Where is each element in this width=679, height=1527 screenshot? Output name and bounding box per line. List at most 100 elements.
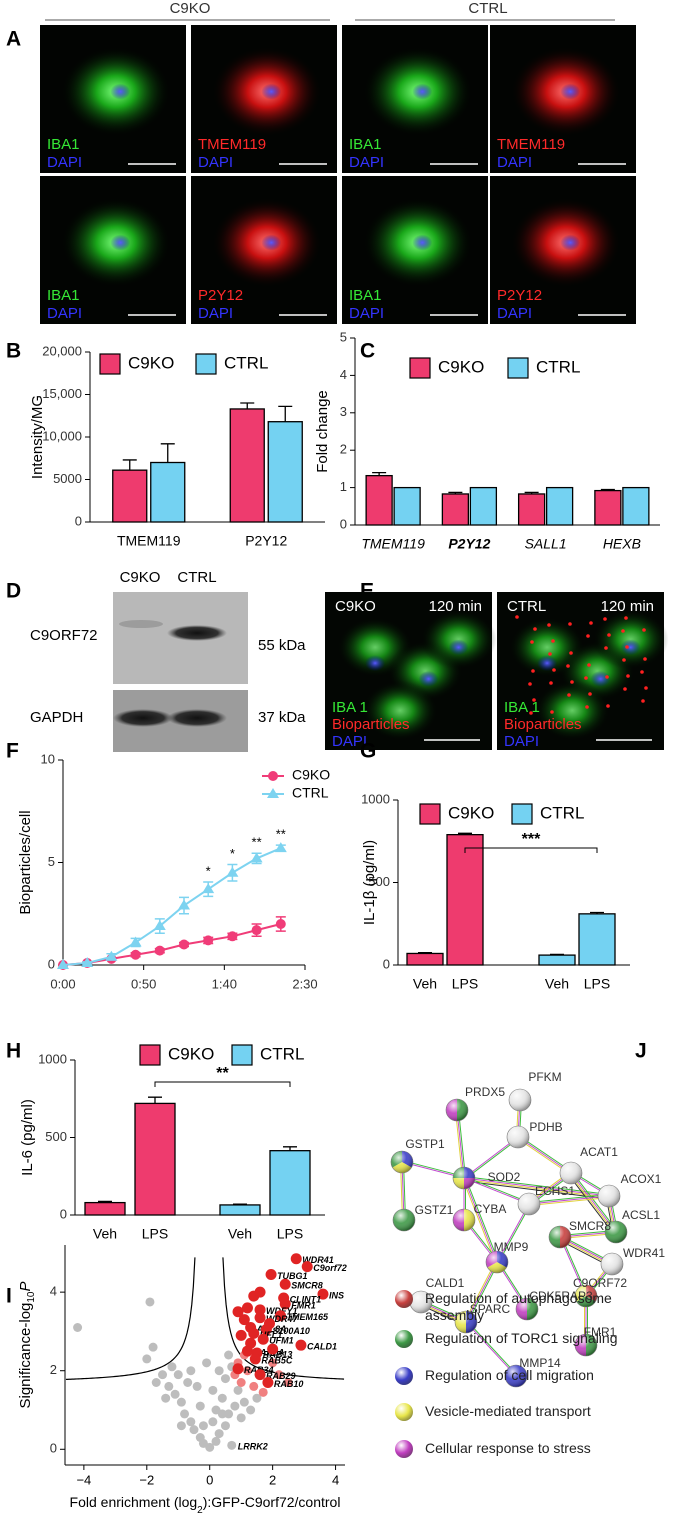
particle bbox=[604, 646, 608, 650]
y-tick-label: 0 bbox=[60, 1206, 67, 1221]
panel-letter: F bbox=[6, 740, 19, 763]
point bbox=[254, 1369, 266, 1381]
marker bbox=[268, 771, 278, 781]
network-node bbox=[452, 1166, 476, 1190]
x-tick-label: Veh bbox=[93, 1226, 117, 1242]
marker bbox=[178, 899, 190, 910]
x-tick-label: HEXB bbox=[603, 536, 641, 552]
legend-label: Regulation of autophagosome assembly bbox=[425, 1290, 612, 1323]
channel-label: P2Y12 bbox=[497, 287, 542, 304]
network-edge bbox=[463, 1136, 519, 1179]
node-shine bbox=[574, 1333, 598, 1357]
bar bbox=[469, 486, 498, 526]
channel-label: IBA1 bbox=[47, 136, 80, 153]
point-label: WDR47 bbox=[266, 1314, 298, 1324]
network-node bbox=[485, 1250, 509, 1274]
particle bbox=[515, 615, 519, 619]
y-tick-label: 15,000 bbox=[42, 386, 82, 401]
x-tick-label: 0 bbox=[206, 1472, 213, 1487]
particle bbox=[606, 704, 610, 708]
marker bbox=[105, 950, 118, 961]
point bbox=[232, 1306, 244, 1318]
nucleus bbox=[110, 83, 131, 100]
channel-label: DAPI bbox=[198, 305, 233, 322]
x-tick-label: 0:00 bbox=[50, 976, 75, 991]
point bbox=[205, 1442, 215, 1452]
particle bbox=[584, 676, 588, 680]
legend-label: C9KO bbox=[448, 803, 494, 822]
particle bbox=[567, 693, 571, 697]
channel-label: IBA 1 bbox=[504, 699, 540, 716]
particle bbox=[548, 652, 552, 656]
blot-band bbox=[113, 709, 173, 727]
marker bbox=[203, 935, 214, 946]
network-edge bbox=[465, 1321, 517, 1377]
network-node bbox=[517, 1192, 541, 1216]
x-tick-label: LPS bbox=[277, 1226, 303, 1242]
y-tick-label: 0 bbox=[340, 516, 347, 531]
legend-item: Regulation of autophagosome assembly bbox=[395, 1290, 635, 1324]
node-label: FMR1 bbox=[584, 1325, 617, 1339]
point bbox=[236, 1378, 246, 1387]
network-node bbox=[504, 1364, 528, 1388]
network-node bbox=[506, 1125, 530, 1149]
bar bbox=[517, 493, 546, 526]
network-node bbox=[390, 1150, 414, 1174]
x-tick-label: 2:30 bbox=[292, 976, 317, 991]
marker bbox=[153, 920, 166, 931]
bar bbox=[112, 469, 148, 523]
network-node bbox=[574, 1284, 598, 1308]
significance-label: * bbox=[230, 846, 235, 861]
point bbox=[267, 1343, 279, 1355]
size-label: 55 kDa bbox=[258, 637, 306, 654]
point-label: TMEM165 bbox=[287, 1312, 330, 1322]
network-node bbox=[452, 1208, 476, 1232]
legend-label: CTRL bbox=[292, 785, 329, 801]
network-node bbox=[600, 1252, 624, 1276]
point bbox=[290, 1253, 302, 1265]
panel-letter: D bbox=[6, 580, 21, 603]
particle bbox=[607, 633, 611, 637]
legend-dot bbox=[395, 1440, 413, 1458]
protein-label: C9ORF72 bbox=[30, 627, 98, 644]
point bbox=[173, 1370, 183, 1380]
legend-label: CTRL bbox=[224, 353, 268, 372]
point bbox=[183, 1378, 193, 1387]
network-node bbox=[508, 1088, 532, 1112]
legend-label: Regulation of cell migration bbox=[425, 1367, 594, 1383]
marker bbox=[275, 919, 286, 929]
point bbox=[161, 1393, 171, 1403]
lane-label: C9KO bbox=[120, 569, 161, 586]
marker bbox=[226, 866, 239, 877]
legend-swatch bbox=[511, 803, 533, 825]
node-shine bbox=[485, 1250, 509, 1274]
x-tick-label: −4 bbox=[76, 1472, 91, 1487]
axis-label-part: 2 bbox=[197, 1505, 203, 1516]
network-edge bbox=[569, 1173, 616, 1234]
significance-label: ** bbox=[276, 827, 286, 842]
particle bbox=[552, 668, 556, 672]
point bbox=[227, 1440, 237, 1450]
axis-label-part: Fold enrichment (log bbox=[70, 1494, 198, 1510]
particle bbox=[624, 616, 628, 620]
network-node bbox=[454, 1310, 478, 1334]
point bbox=[192, 1381, 202, 1391]
point-label: RAB5C bbox=[261, 1355, 293, 1365]
network-node bbox=[409, 1290, 433, 1314]
marker bbox=[57, 959, 69, 969]
legend-swatch bbox=[139, 1044, 161, 1066]
point-label: LRRK2 bbox=[238, 1442, 268, 1452]
network-edge bbox=[528, 1194, 609, 1204]
node-shine bbox=[390, 1150, 414, 1174]
point bbox=[249, 1381, 259, 1391]
point bbox=[274, 1370, 284, 1380]
network-edge bbox=[464, 1261, 497, 1322]
nucleus bbox=[261, 234, 282, 251]
size-label: 37 kDa bbox=[258, 709, 306, 726]
particle bbox=[605, 675, 609, 679]
panel-letter: A bbox=[6, 28, 21, 51]
marker bbox=[129, 936, 142, 947]
point bbox=[142, 1354, 152, 1364]
point-label: TUBG1 bbox=[277, 1271, 308, 1281]
y-axis-label: Bioparticles/cell bbox=[17, 810, 34, 914]
